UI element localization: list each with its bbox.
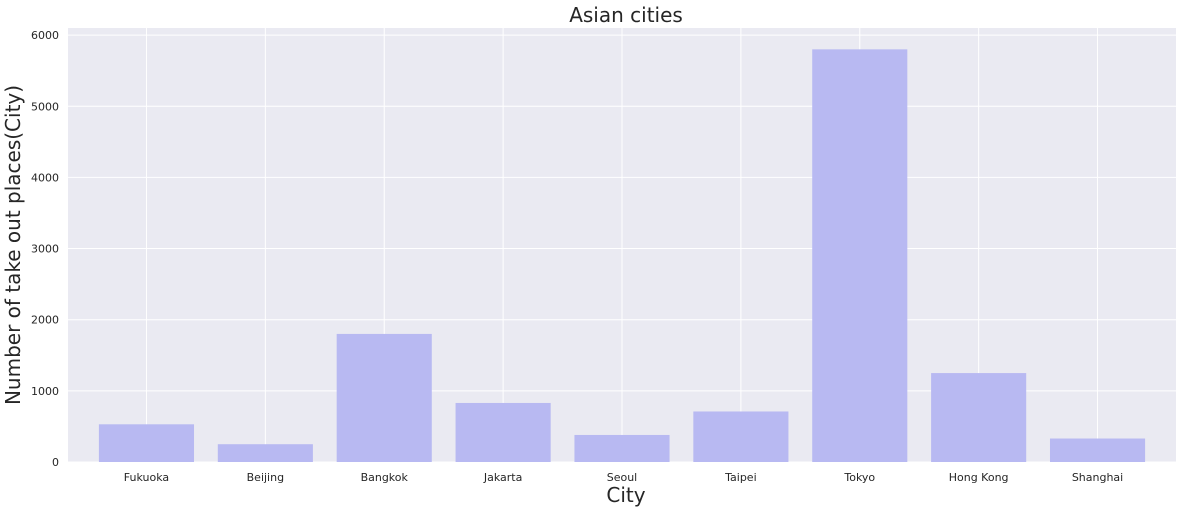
x-tick-label: Fukuoka (124, 471, 169, 484)
x-tick-label: Taipei (724, 471, 757, 484)
x-tick-label: Bangkok (361, 471, 409, 484)
x-tick-label: Hong Kong (949, 471, 1009, 484)
bar-taipei (693, 411, 789, 462)
bar-seoul (574, 434, 670, 462)
bar-beijing (217, 444, 313, 462)
y-tick-label: 2000 (31, 314, 59, 327)
y-tick-labels: 0 1000 2000 3000 4000 5000 6000 (31, 29, 59, 469)
x-tick-label: Shanghai (1072, 471, 1123, 484)
x-tick-labels: Fukuoka Beijing Bangkok Jakarta Seoul Taipei T… (124, 471, 1123, 484)
x-tick-label: Beijing (247, 471, 284, 484)
bar-jakarta (455, 402, 551, 462)
x-tick-label: Seoul (607, 471, 638, 484)
bars (98, 49, 1146, 462)
y-tick-label: 0 (52, 456, 59, 469)
bar-tokyo (812, 49, 908, 462)
bar-hong-kong (931, 373, 1027, 462)
chart-title: Asian cities (569, 3, 683, 27)
y-tick-label: 5000 (31, 100, 59, 113)
bar-bangkok (336, 333, 432, 462)
y-tick-label: 3000 (31, 243, 59, 256)
y-axis-title: Number of take out places(City) (1, 85, 25, 405)
y-tick-label: 6000 (31, 29, 59, 42)
y-tick-label: 1000 (31, 385, 59, 398)
bar-fukuoka (98, 424, 195, 462)
grid-lines (68, 28, 1176, 463)
bar-shanghai (1049, 438, 1146, 462)
x-axis-title: City (606, 483, 645, 507)
y-tick-label: 4000 (31, 171, 59, 184)
x-tick-label: Jakarta (483, 471, 522, 484)
x-tick-label: Tokyo (843, 471, 875, 484)
